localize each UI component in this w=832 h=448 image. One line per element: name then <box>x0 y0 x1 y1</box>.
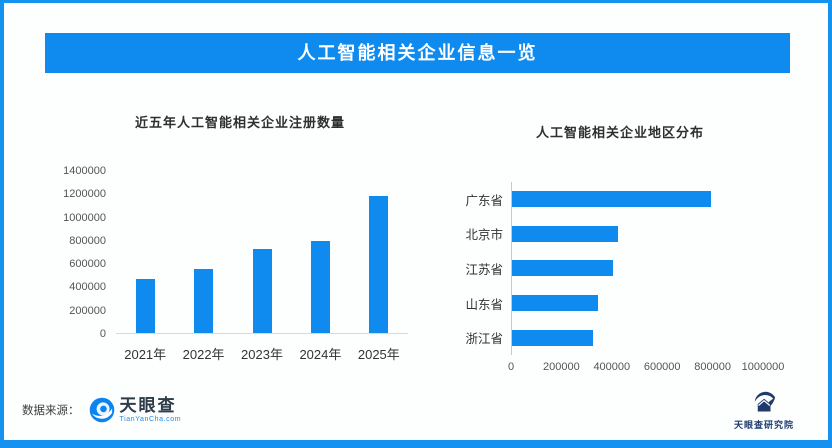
data-source: 数据来源： 天眼查 TianYanCha.com <box>22 394 181 426</box>
x-axis-tick-label: 400000 <box>593 360 631 373</box>
bar-2024年 <box>310 241 330 333</box>
x-axis-tick-label: 0 <box>507 360 515 373</box>
y-axis-tick-label: 1000000 <box>63 211 106 224</box>
registrations-chart: 近五年人工智能相关企业注册数量 1400000 1200000 1000000 800… <box>60 112 420 363</box>
institute-swoosh-house-icon <box>754 391 775 412</box>
bar-cell <box>116 171 174 333</box>
tianyancha-eye-icon <box>89 397 114 423</box>
page-border-right <box>828 0 832 448</box>
y-axis-tick-label: 800000 <box>69 234 106 247</box>
bar-track <box>511 251 763 286</box>
x-axis-category-label: 2024年 <box>299 347 342 362</box>
bar-track <box>511 285 763 321</box>
x-axis-tick-label: 200000 <box>543 360 580 373</box>
bar-2021年 <box>135 279 155 333</box>
tianyancha-logo-text: 天眼查 <box>119 396 177 415</box>
bar-北京市 <box>512 225 618 242</box>
bar-track <box>511 320 763 355</box>
bar-2023年 <box>252 249 272 333</box>
category-label: 浙江省 <box>465 332 503 347</box>
right-chart-x-labels: 0 200000 400000 600000 800000 1000000 <box>507 360 784 375</box>
bar-山东省 <box>512 295 598 312</box>
page-border-top <box>0 0 832 3</box>
right-chart-rows: 广东省北京市江苏省山东省浙江省 <box>450 182 790 355</box>
bar-row: 北京市 <box>450 216 790 252</box>
left-chart-y-axis: 1400000 1200000 1000000 800000 600000 400000 2… <box>60 165 106 340</box>
y-axis-tick-label: 1200000 <box>63 188 106 201</box>
x-axis-category-label: 2021年 <box>124 347 167 362</box>
page-title-banner: 人工智能相关企业信息一览 <box>45 33 790 73</box>
bar-2025年 <box>369 195 389 333</box>
tianyancha-logo-text-block: 天眼查 TianYanCha.com <box>120 397 182 423</box>
left-chart-body: 1400000 1200000 1000000 800000 600000 400000 2… <box>60 165 420 340</box>
bar-江苏省 <box>512 260 613 277</box>
institute-logo-text: 天眼查研究院 <box>733 420 794 430</box>
x-axis-category-label: 2025年 <box>357 347 400 362</box>
bar-row: 广东省 <box>450 182 790 217</box>
bar-浙江省 <box>512 329 593 346</box>
y-axis-tick-label: 1400000 <box>63 165 106 177</box>
bottom-accent-strip <box>0 440 832 448</box>
y-axis-tick-label: 600000 <box>69 258 106 271</box>
bar-2022年 <box>194 269 214 333</box>
regions-chart: 人工智能相关企业地区分布 广东省北京市江苏省山东省浙江省 0 200000 4000… <box>450 122 790 375</box>
bar-cell <box>174 171 232 333</box>
institute-logo: 天眼查研究院 <box>724 389 804 431</box>
category-label: 江苏省 <box>465 262 503 277</box>
bar-cell <box>350 171 408 333</box>
page-border-left <box>0 0 4 448</box>
x-axis-tick-label: 800000 <box>694 360 731 373</box>
left-chart-title: 近五年人工智能相关企业注册数量 <box>134 115 345 130</box>
left-chart-plot <box>116 171 408 334</box>
bar-track <box>511 182 763 217</box>
tianyancha-logo: 天眼查 TianYanCha.com <box>89 397 182 423</box>
bar-row: 山东省 <box>450 285 790 321</box>
bar-row: 浙江省 <box>450 320 790 355</box>
bar-row: 江苏省 <box>450 251 790 286</box>
page-title: 人工智能相关企业信息一览 <box>297 43 538 63</box>
category-label: 山东省 <box>465 297 503 312</box>
left-chart-x-labels: 2021年 2022年 2023年 2024年 2025年 <box>116 344 408 363</box>
right-chart-title: 人工智能相关企业地区分布 <box>535 125 704 140</box>
bar-cell <box>291 171 349 333</box>
bar-cell <box>233 171 291 333</box>
y-axis-tick-label: 400000 <box>69 281 106 294</box>
y-axis-tick-label: 0 <box>99 328 106 340</box>
x-axis-category-label: 2022年 <box>182 347 225 362</box>
data-source-label: 数据来源： <box>22 405 80 417</box>
category-label: 广东省 <box>465 193 503 208</box>
x-axis-tick-label: 1000000 <box>741 360 785 373</box>
category-label: 北京市 <box>465 228 503 243</box>
y-axis-tick-label: 200000 <box>69 304 106 317</box>
x-axis-tick-label: 600000 <box>643 360 681 373</box>
bar-track <box>511 216 763 252</box>
tianyancha-logo-url: TianYanCha.com <box>119 416 182 423</box>
x-axis-category-label: 2023年 <box>241 347 283 362</box>
bar-广东省 <box>512 191 712 208</box>
